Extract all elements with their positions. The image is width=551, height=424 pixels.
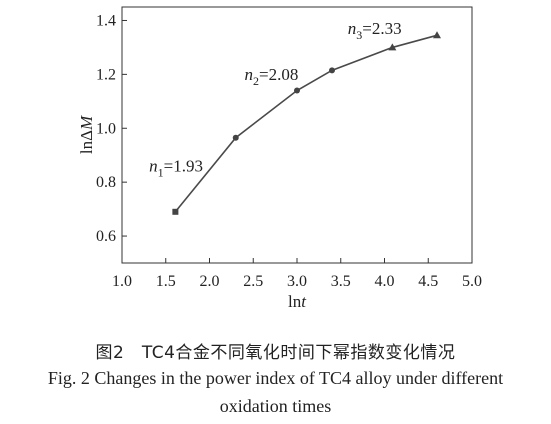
x-axis-ticks: 1.0 1.5 2.0 2.5 3.0 3.5 4.0 4.5 5.0 [112, 258, 482, 290]
data-point-circle [329, 67, 335, 74]
y-tick-label: 1.0 [96, 120, 116, 137]
y-tick-label: 1.4 [96, 12, 116, 29]
caption-english-line1: Fig. 2 Changes in the power index of TC4… [47, 368, 504, 388]
x-axis-label: lnt [288, 292, 307, 311]
x-tick-label: 1.0 [112, 273, 132, 290]
y-axis-ticks: 0.6 0.8 1.0 1.2 1.4 [96, 12, 127, 245]
data-point-triangle [433, 31, 441, 39]
caption-chinese: 图2 TC4合金不同氧化时间下幂指数变化情况 [95, 343, 456, 363]
y-tick-label: 1.2 [96, 66, 116, 83]
x-tick-label: 4.0 [375, 273, 395, 290]
x-tick-label: 1.5 [156, 273, 176, 290]
caption-english-line2: oxidation times [219, 396, 332, 416]
data-point-circle [294, 87, 300, 94]
y-tick-label: 0.6 [96, 228, 116, 245]
chart: 1.0 1.5 2.0 2.5 3.0 3.5 4.0 4.5 5.0 0.6 0.8 1.0 1.2… [77, 6, 482, 311]
x-tick-label: 4.5 [418, 273, 438, 290]
data-point-square [172, 208, 179, 215]
exponent-annotation: n1=1.93 [149, 156, 203, 179]
data-points [172, 31, 441, 215]
plot-frame [121, 6, 473, 264]
x-tick-label: 3.5 [331, 273, 351, 290]
x-tick-label: 3.0 [287, 273, 307, 290]
exponent-annotation: n3=2.33 [348, 19, 402, 42]
x-tick-label: 2.0 [200, 273, 220, 290]
exponent-annotation: n2=2.08 [245, 65, 299, 88]
series-line [174, 34, 438, 213]
data-point-circle [232, 134, 239, 141]
x-tick-label: 5.0 [462, 273, 482, 290]
y-tick-label: 0.8 [96, 174, 116, 191]
y-axis-label: lnΔM [77, 115, 96, 154]
x-tick-label: 2.5 [243, 273, 263, 290]
annotations: n1=1.93 n2=2.08 n3=2.33 [149, 19, 401, 179]
data-point-triangle [388, 43, 397, 51]
